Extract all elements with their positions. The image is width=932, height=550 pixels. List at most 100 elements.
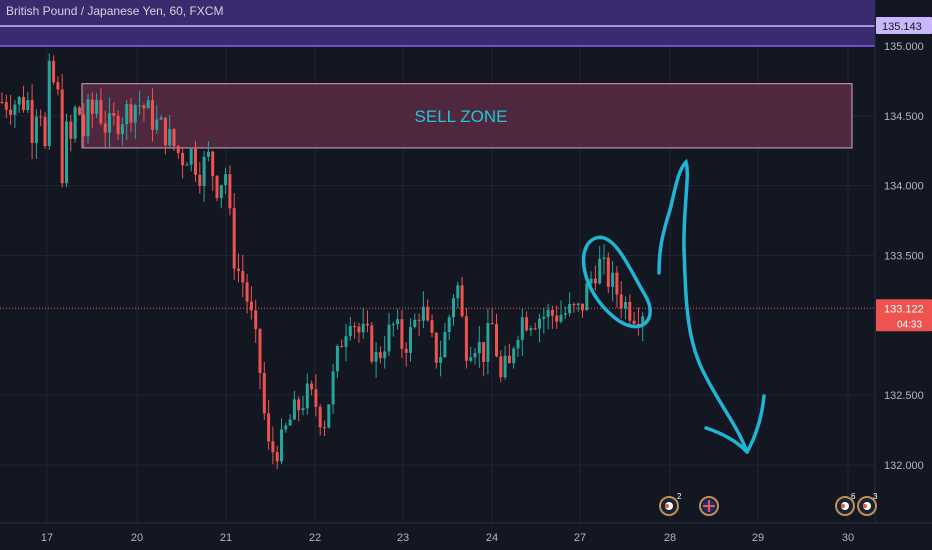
candle-body [77,107,81,115]
candle-body [473,353,477,358]
price-tick-label: 134.500 [884,111,924,123]
event-marker-2[interactable]: 6 [835,492,856,516]
candle-body [490,322,494,325]
candle-body [374,352,378,362]
candle-body [228,174,232,209]
candle-body [241,270,245,283]
annotation-arrow-head-right [745,394,766,454]
candle-body [520,317,524,340]
candle-body [585,283,589,311]
candle-body [155,119,159,130]
candle-body [26,100,30,111]
candle-body [430,320,434,333]
current-price-label: 133.122 [884,303,924,315]
candle-body [168,129,172,146]
candle-body [469,357,473,361]
candle-body [361,323,365,333]
candle-body [99,100,103,124]
time-tick-label: 29 [752,532,764,544]
candle-body [172,129,176,147]
time-axis-background [0,523,932,550]
candle-body [624,301,627,309]
candle-body [275,452,279,462]
candle-body [460,285,464,317]
candle-body [206,151,210,157]
candle-body [194,148,197,175]
time-tick-label: 22 [309,532,321,544]
candle-body [159,117,163,120]
time-tick-label: 24 [486,532,498,544]
annotation-arrow-head-left [704,426,749,454]
candle-body [340,346,344,348]
candle-body [0,101,4,103]
candle-body [396,319,400,325]
candle-body [533,328,537,330]
candle-body [602,257,606,259]
current-price-badge [876,299,932,332]
candle-body [103,123,107,133]
candle-body [576,303,580,306]
candle-body [421,306,425,321]
candle-body [292,399,296,420]
candle-body [267,413,271,442]
candle-body [17,97,21,105]
candle-body [499,356,503,378]
candle-body [619,294,623,309]
price-tick-label: 133.500 [884,251,924,263]
candle-body [271,441,275,453]
candle-body [318,406,322,428]
event-marker-3[interactable]: 3 [857,492,878,516]
candle-body [344,336,348,347]
event-count-2: 6 [851,492,856,501]
candle-body [90,99,94,114]
candle-body [181,153,185,166]
candle-body [95,100,99,114]
candle-body [447,317,451,333]
candle-body [9,109,13,115]
candle-body [525,317,529,331]
candle-body [383,351,387,359]
uk-flag-icon[interactable] [699,496,719,516]
candle-body [495,324,498,357]
candle-body [378,352,382,359]
candle-body [52,60,56,83]
candle-body [611,272,615,287]
candle-body [348,326,352,337]
candle-body [163,117,167,146]
price-axis[interactable]: 135.000 134.500 134.000 133.500 132.500 132.0… [874,0,932,523]
sell-zone-rect[interactable] [81,83,853,149]
resistance-price-badge [876,17,932,34]
time-tick-label: 20 [131,532,143,544]
candle-body [202,156,206,187]
candle-body [391,324,395,326]
candle-body [254,310,258,330]
candle-body [142,105,146,109]
candle-body [542,316,546,319]
candle-body [632,320,636,324]
candle-body [301,408,305,411]
candles [0,53,645,470]
candle-body [439,357,443,363]
candle-body [82,114,86,137]
candle-body [464,316,468,361]
candle-body [310,383,314,390]
candle-body [503,355,507,378]
candle-body [4,102,8,110]
candle-body [516,339,520,349]
event-count-1: 2 [677,492,682,501]
price-tick-label: 134.000 [884,181,924,193]
candle-body [486,322,490,362]
candle-body [443,332,447,358]
candle-body [86,99,90,137]
candle-body [568,303,572,314]
candle-body [572,303,576,306]
candle-body [413,319,417,328]
candle-body [237,268,240,271]
candle-body [133,105,137,123]
candle-body [366,323,369,326]
candle-body [628,301,632,321]
event-marker-1[interactable]: 2 [659,492,682,516]
time-axis[interactable]: 17 20 21 22 23 24 27 28 29 30 [41,532,854,544]
candle-body [400,319,404,349]
